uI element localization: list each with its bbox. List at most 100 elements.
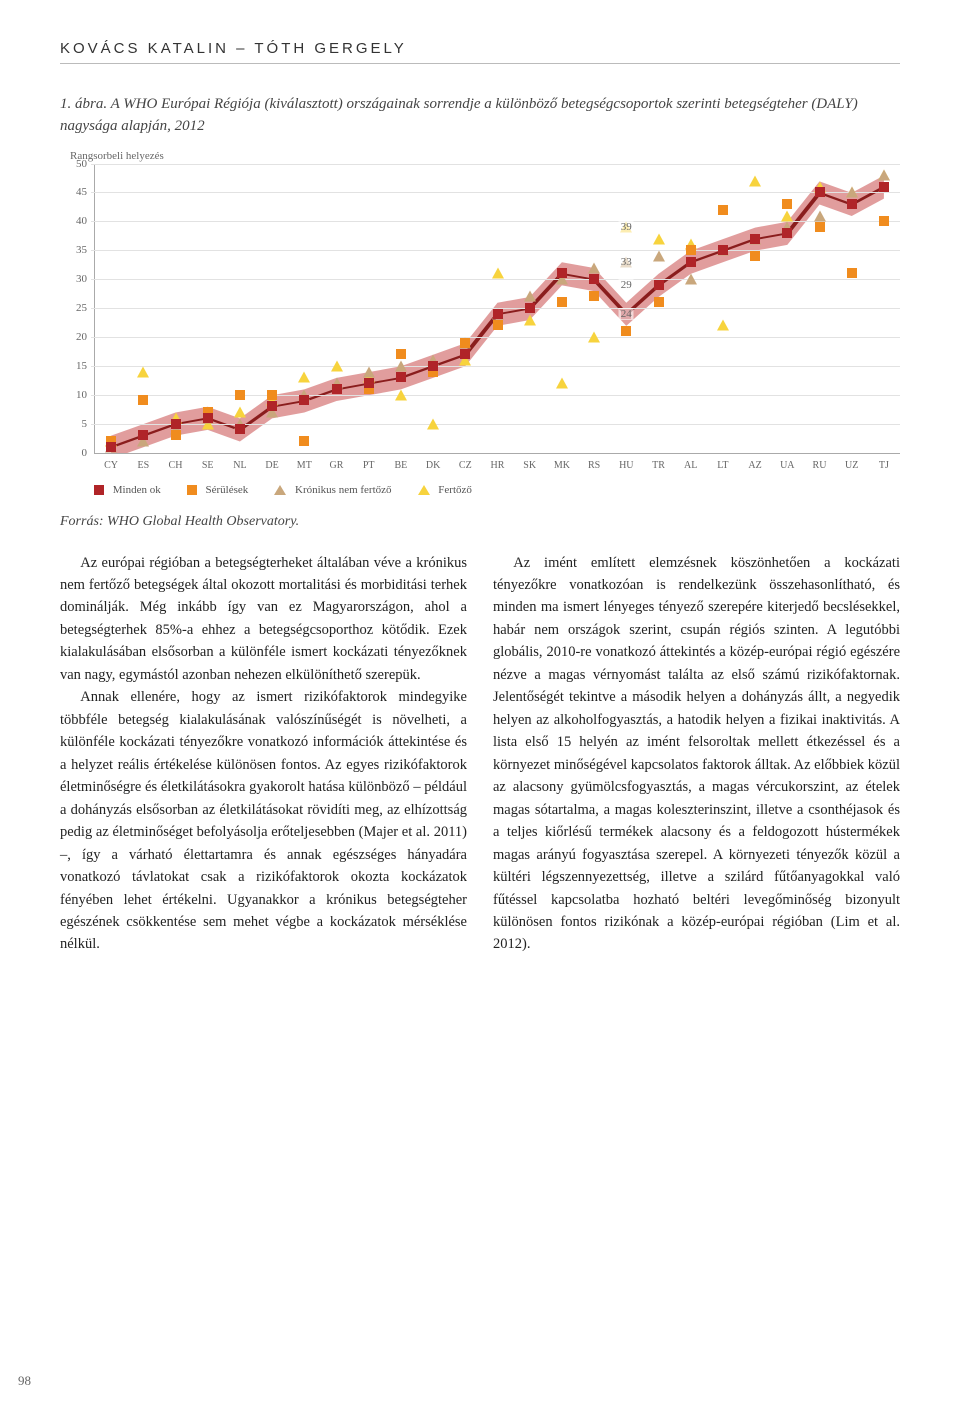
chart-marker-kronikus [685,274,697,285]
chart-marker-minden_ok [106,442,116,452]
chart-marker-serulesek [138,395,148,405]
page-number: 98 [18,1373,31,1389]
chart-marker-minden_ok [396,372,406,382]
paragraph: Az európai régióban a betegségterheket á… [60,552,467,687]
chart-marker-kronikus [814,210,826,221]
paragraph: Az imént említett elemzésnek köszönhetőe… [493,552,900,956]
chart-x-tick: UA [780,460,794,471]
legend-label: Sérülések [205,484,248,496]
chart-container: Rangsorbeli helyezés 0510152025303540455… [60,150,900,496]
chart-marker-kronikus [524,291,536,302]
legend-item-minden-ok: Minden ok [94,484,161,496]
chart-y-tick: 15 [65,360,87,372]
legend-item-kronikus: Krónikus nem fertőző [274,484,391,496]
chart-x-tick: UZ [845,460,858,471]
chart-marker-fertozo [395,389,407,400]
legend-label: Minden ok [113,484,161,496]
chart-x-tick: GR [330,460,344,471]
chart-marker-minden_ok [138,430,148,440]
chart: 05101520253035404550CYESCHSENLDEMTGRPTBE… [60,164,900,474]
chart-marker-minden_ok [332,384,342,394]
chart-annotation: 33 [619,256,634,268]
author-line: KOVÁCS KATALIN – TÓTH GERGELY [60,40,900,64]
chart-marker-minden_ok [782,228,792,238]
chart-x-tick: LT [717,460,728,471]
chart-gridline [91,366,900,367]
chart-marker-minden_ok [847,199,857,209]
chart-gridline [91,164,900,165]
chart-marker-serulesek [460,338,470,348]
chart-marker-kronikus [846,187,858,198]
figure-number: 1. ábra. [60,96,107,112]
chart-marker-serulesek [621,326,631,336]
chart-x-tick: CZ [459,460,472,471]
chart-marker-fertozo [781,210,793,221]
chart-gridline [91,279,900,280]
chart-x-tick: ES [137,460,149,471]
chart-marker-serulesek [396,349,406,359]
chart-marker-minden_ok [718,245,728,255]
chart-y-tick: 25 [65,302,87,314]
chart-marker-serulesek [493,320,503,330]
chart-marker-minden_ok [815,187,825,197]
chart-marker-minden_ok [654,280,664,290]
chart-marker-minden_ok [203,413,213,423]
chart-marker-kronikus [588,262,600,273]
chart-gridline [91,395,900,396]
chart-marker-fertozo [524,314,536,325]
figure-caption: 1. ábra. A WHO Európai Régiója (kiválasz… [60,94,900,138]
chart-marker-fertozo [234,407,246,418]
chart-x-tick: MT [297,460,312,471]
chart-marker-kronikus [395,360,407,371]
chart-x-tick: CY [104,460,118,471]
legend-item-serulesek: Sérülések [187,484,249,496]
chart-marker-serulesek [718,205,728,215]
chart-gridline [91,250,900,251]
chart-y-tick: 0 [65,447,87,459]
chart-marker-minden_ok [267,401,277,411]
chart-y-tick: 20 [65,331,87,343]
legend-item-fertozo: Fertőző [418,484,472,496]
chart-marker-minden_ok [879,182,889,192]
chart-marker-minden_ok [428,361,438,371]
chart-gridline [91,337,900,338]
chart-marker-minden_ok [364,378,374,388]
chart-marker-kronikus [878,170,890,181]
legend-label: Fertőző [438,484,472,496]
chart-x-tick: SE [202,460,214,471]
chart-marker-minden_ok [686,257,696,267]
chart-marker-minden_ok [493,309,503,319]
chart-y-tick: 50 [65,158,87,170]
chart-x-tick: PT [363,460,375,471]
legend-swatch [94,485,104,495]
chart-marker-serulesek [171,430,181,440]
chart-marker-minden_ok [171,419,181,429]
chart-x-tick: HR [491,460,505,471]
chart-annotation: 24 [619,308,634,320]
chart-marker-minden_ok [525,303,535,313]
chart-x-tick: DE [265,460,278,471]
chart-marker-serulesek [235,390,245,400]
chart-x-tick: AL [684,460,697,471]
chart-y-tick: 35 [65,244,87,256]
chart-marker-minden_ok [750,234,760,244]
chart-x-tick: TJ [879,460,889,471]
chart-y-tick: 30 [65,273,87,285]
chart-marker-minden_ok [557,268,567,278]
chart-gridline [91,221,900,222]
chart-marker-fertozo [298,372,310,383]
chart-annotation: 29 [619,279,634,291]
chart-marker-minden_ok [589,274,599,284]
body-text: Az európai régióban a betegségterheket á… [60,552,900,956]
paragraph: Annak ellenére, hogy az ismert rizikófak… [60,686,467,956]
chart-marker-kronikus [363,366,375,377]
chart-x-tick: RS [588,460,600,471]
chart-x-tick: CH [169,460,183,471]
chart-marker-serulesek [654,297,664,307]
chart-legend: Minden ok Sérülések Krónikus nem fertőző… [60,484,900,496]
chart-marker-fertozo [427,418,439,429]
chart-x-tick: SK [523,460,536,471]
chart-annotation: 39 [619,221,634,233]
chart-x-tick: HU [619,460,633,471]
chart-marker-minden_ok [460,349,470,359]
